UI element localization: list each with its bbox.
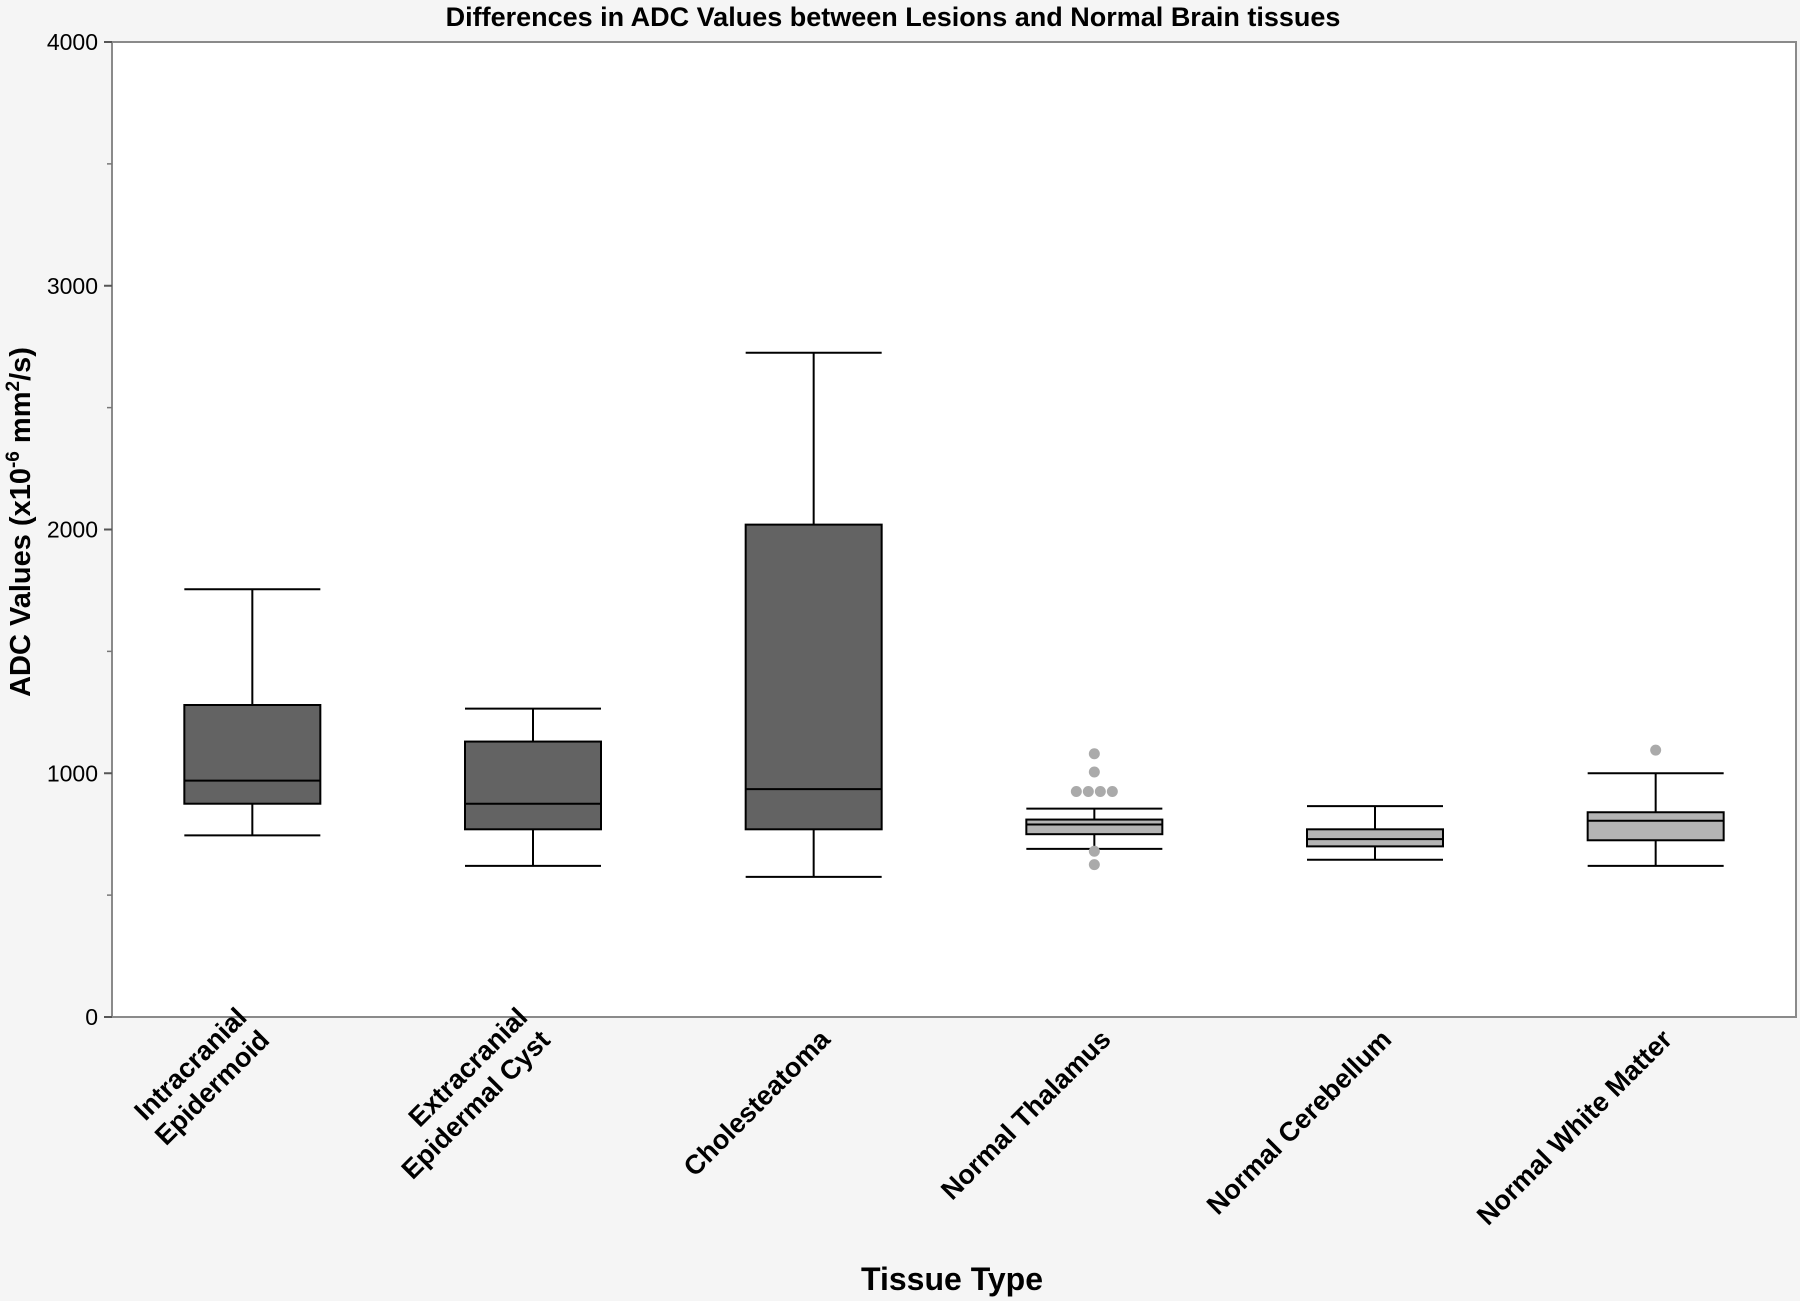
box-3 [1025,748,1164,871]
y-tick-label: 2000 [47,517,98,543]
outlier-point [1088,859,1100,871]
x-tick-label-line: Normal Cerebellum [1201,1024,1397,1220]
x-tick-label: Normal Cerebellum [1201,1024,1397,1220]
outlier-point [1070,786,1082,798]
outlier-point [1088,748,1100,760]
box-2 [744,351,883,878]
box-iqr [464,740,602,831]
outlier-point [1106,786,1118,798]
y-tick-label: 4000 [47,29,98,55]
x-axis-label: Tissue Type [861,1261,1043,1297]
x-tick-label-line: Normal White Matter [1471,1024,1678,1231]
outlier-point [1088,845,1100,857]
x-tick-label: Normal Thalamus [935,1024,1116,1205]
box-iqr [1306,828,1444,848]
outlier-point [1650,744,1662,756]
chart-title: Differences in ADC Values between Lesion… [446,2,1341,32]
box-5 [1586,744,1725,867]
box-4 [1306,805,1444,861]
box-iqr [1586,811,1725,842]
y-tick-label: 3000 [47,273,98,299]
box-1 [464,707,602,867]
y-tick-label: 1000 [47,760,98,786]
box-series [183,351,1725,878]
outlier-point [1082,786,1094,798]
x-tick-label: IntracranialEpidermoid [126,1002,275,1151]
x-axis: IntracranialEpidermoid ExtracranialEpider… [126,1002,1678,1231]
box-iqr [183,704,322,805]
box-iqr [1025,818,1164,836]
box-iqr [744,523,883,831]
x-tick-label: Cholesteatoma [678,1023,837,1182]
x-tick-label-line: Cholesteatoma [678,1023,837,1182]
plot-area [111,41,1797,1018]
x-tick-label-line: Normal Thalamus [935,1024,1116,1205]
y-axis-label: ADC Values (x10-6 mm2/s) [3,347,37,697]
outlier-point [1094,786,1106,798]
y-axis: 0 1000 2000 3000 4000 [47,29,112,1030]
box-0 [183,588,322,837]
x-tick-label: Normal White Matter [1471,1024,1678,1231]
x-tick-label: ExtracranialEpidermal Cyst [373,1002,556,1185]
y-tick-label: 0 [85,1004,98,1030]
outlier-point [1088,766,1100,778]
